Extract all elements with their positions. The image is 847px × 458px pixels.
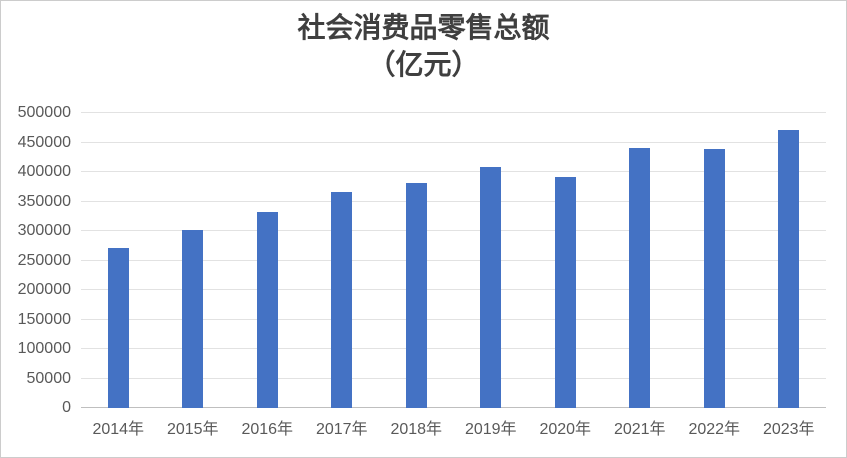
bar-2022年 [703,148,725,408]
y-tick-label-450000: 450000 [17,133,71,151]
bar-2018年 [405,183,427,408]
chart-title-line1: 社会消费品零售总额 [297,11,550,44]
x-tick-label-2016年: 2016年 [241,421,294,438]
bar-2016年 [256,211,278,408]
plot-area [81,112,826,408]
gridline-400000 [81,171,826,172]
y-tick-label-400000: 400000 [17,163,71,180]
bar-2020年 [554,176,576,408]
x-tick-label-2021年: 2021年 [613,421,666,438]
chart-title-line2: （亿元） [367,48,480,81]
gridline-200000 [81,289,826,290]
x-tick-label-2014年: 2014年 [92,421,145,438]
y-tick-label-250000: 250000 [17,251,71,269]
bar-2015年 [182,230,204,408]
y-tick-label-100000: 100000 [17,340,71,357]
gridline-150000 [81,319,826,320]
y-axis-labels: 0 50000 100000 150000 200000 250000 300000 3500… [1,104,72,416]
bar-2014年 [107,247,129,408]
gridline-50000 [81,378,826,379]
gridline-350000 [81,201,826,202]
y-tick-label-500000: 500000 [17,104,71,121]
bar-2021年 [629,147,651,408]
y-tick-label-350000: 350000 [17,192,71,210]
gridline-250000 [81,260,826,261]
x-tick-label-2022年: 2022年 [688,421,741,438]
y-tick-label-300000: 300000 [17,222,71,239]
x-tick-label-2020年: 2020年 [539,421,592,438]
bar-2019年 [480,167,502,408]
y-tick-label-200000: 200000 [17,281,71,298]
x-axis-labels: 2014年 2015年 2016年 2017年 2018年 2019年 2020年 2021年… [81,415,826,439]
x-tick-label-2015年: 2015年 [166,421,219,438]
bar-2017年 [331,191,353,408]
x-axis-line [81,407,826,408]
bar-2023年 [778,129,800,408]
x-tick-label-2019年: 2019年 [464,421,517,438]
x-tick-label-2023年: 2023年 [762,421,815,438]
chart-title: 社会消费品零售总额 （亿元） [1,9,846,83]
y-tick-label-0: 0 [62,399,71,416]
gridline-450000 [81,142,826,143]
x-tick-label-2018年: 2018年 [390,421,443,438]
x-tick-label-2017年: 2017年 [315,421,368,438]
y-tick-label-150000: 150000 [17,310,71,328]
gridline-100000 [81,348,826,349]
gridline-500000 [81,112,826,113]
gridline-300000 [81,230,826,231]
y-tick-label-50000: 50000 [26,369,72,387]
